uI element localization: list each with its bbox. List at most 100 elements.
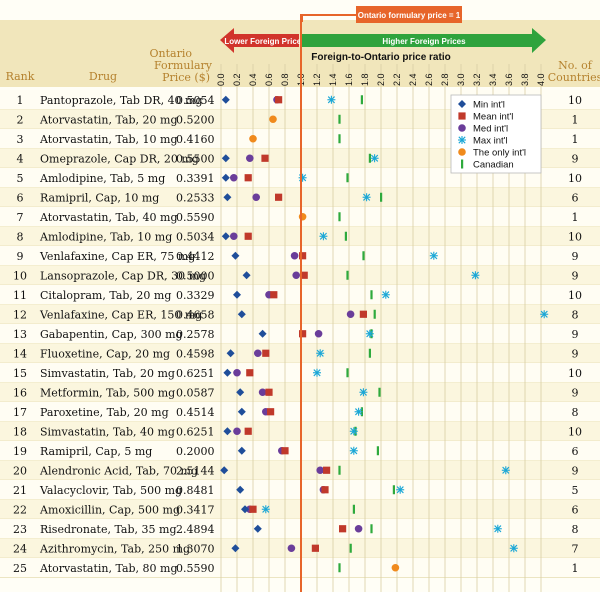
mark-min xyxy=(221,154,230,163)
mark-canadian xyxy=(349,543,352,553)
mark-max xyxy=(365,329,374,338)
mark-min xyxy=(242,271,251,280)
legend-box xyxy=(450,94,542,174)
mark-canadian xyxy=(344,231,347,241)
cell-countries: 6 xyxy=(572,191,579,204)
mark-canadian xyxy=(376,446,379,456)
mark-canadian xyxy=(346,270,349,280)
mark-max xyxy=(316,349,325,358)
mark-mean xyxy=(275,193,283,201)
mark-mean xyxy=(321,486,329,494)
mark-max xyxy=(370,154,379,163)
cell-rank: 10 xyxy=(13,269,27,282)
mark-med xyxy=(292,271,301,280)
cell-drug: Gabapentin, Cap, 300 mg xyxy=(40,328,183,341)
legend-label-max: Max int'l xyxy=(473,136,508,147)
legend-label-min: Min int'l xyxy=(473,100,505,111)
mark-min xyxy=(220,466,229,475)
cell-countries: 9 xyxy=(572,250,579,263)
legend-label-mean: Mean int'l xyxy=(473,112,513,123)
legend-marker-canadian xyxy=(461,159,464,169)
mark-canadian xyxy=(352,504,355,514)
cell-price: 0.0587 xyxy=(176,386,215,399)
x-tick-label: 3.0 xyxy=(456,73,466,86)
cell-drug: Atorvastatin, Tab, 80 mg xyxy=(39,562,178,575)
mark-canadian xyxy=(338,114,341,124)
x-tick-label: 0.2 xyxy=(232,73,242,86)
cell-countries: 5 xyxy=(572,484,579,497)
mark-mean xyxy=(244,174,252,182)
mark-canadian xyxy=(338,212,341,222)
cell-price: 0.5034 xyxy=(176,230,215,243)
mark-min xyxy=(223,427,232,436)
mark-mean xyxy=(339,525,347,533)
cell-rank: 25 xyxy=(13,562,27,575)
cell-price: 0.5500 xyxy=(176,152,215,165)
mark-max xyxy=(471,271,480,280)
x-tick-label: 2.8 xyxy=(440,73,450,86)
cell-drug: Metformin, Tab, 500 mg xyxy=(40,386,175,399)
cell-rank: 6 xyxy=(17,191,24,204)
mark-min xyxy=(253,524,262,533)
cell-rank: 24 xyxy=(13,542,27,555)
mark-min xyxy=(226,349,235,358)
mark-canadian xyxy=(368,348,371,358)
cell-price: 0.4160 xyxy=(176,133,215,146)
mark-canadian xyxy=(338,465,341,475)
cell-drug: Pantoprazole, Tab DR, 40 mg xyxy=(40,94,203,107)
mark-max xyxy=(349,446,358,455)
cell-price: 0.4514 xyxy=(176,406,215,419)
cell-price: 0.8481 xyxy=(176,484,215,497)
cell-rank: 4 xyxy=(17,152,24,165)
mark-max xyxy=(313,368,321,377)
cell-price: 0.3391 xyxy=(176,172,215,185)
cell-rank: 2 xyxy=(17,113,24,126)
mark-mean xyxy=(359,310,367,318)
cell-rank: 12 xyxy=(13,308,27,321)
mark-med xyxy=(246,154,254,163)
mark-only xyxy=(269,115,277,124)
x-tick-label: 3.6 xyxy=(504,73,514,86)
mark-min xyxy=(223,193,232,202)
mark-max xyxy=(362,193,371,202)
cell-drug: Amlodipine, Tab, 5 mg xyxy=(39,172,165,185)
mark-med xyxy=(258,388,267,397)
header-countries-line1: No. of xyxy=(558,59,593,72)
cell-countries: 9 xyxy=(572,328,579,341)
mark-max xyxy=(509,544,518,553)
cell-countries: 8 xyxy=(572,308,579,321)
cell-drug: Paroxetine, Tab, 20 mg xyxy=(40,406,169,419)
mark-min xyxy=(236,388,245,397)
cell-rank: 17 xyxy=(13,406,27,419)
cell-price: 0.5000 xyxy=(176,269,215,282)
cell-countries: 8 xyxy=(572,523,579,536)
legend-marker-mean xyxy=(458,112,466,120)
arrow-higher-prices xyxy=(301,28,546,53)
cell-rank: 14 xyxy=(13,347,27,360)
cell-countries: 9 xyxy=(572,386,579,399)
cell-drug: Alendronic Acid, Tab, 70 mg xyxy=(39,464,198,477)
mark-mean xyxy=(311,544,319,552)
cell-drug: Fluoxetine, Cap, 20 mg xyxy=(40,347,170,360)
mark-med xyxy=(252,193,260,202)
cell-price: 0.5054 xyxy=(176,94,215,107)
mark-max xyxy=(381,290,390,299)
cell-rank: 20 xyxy=(13,464,27,477)
cell-price: 2.5144 xyxy=(176,464,215,477)
header-price-line2: Formulary xyxy=(154,59,213,72)
mark-min xyxy=(258,329,267,338)
mark-mean xyxy=(246,369,254,377)
mark-mean xyxy=(261,154,269,162)
mark-min xyxy=(221,232,230,241)
mark-max xyxy=(298,173,307,182)
mark-max xyxy=(493,524,502,533)
mark-max xyxy=(319,232,328,241)
mark-mean xyxy=(262,349,270,357)
cell-countries: 1 xyxy=(572,113,579,126)
mark-min xyxy=(236,485,245,494)
x-tick-label: 0.0 xyxy=(216,73,226,86)
mark-med xyxy=(287,544,296,553)
cell-countries: 1 xyxy=(572,562,579,575)
